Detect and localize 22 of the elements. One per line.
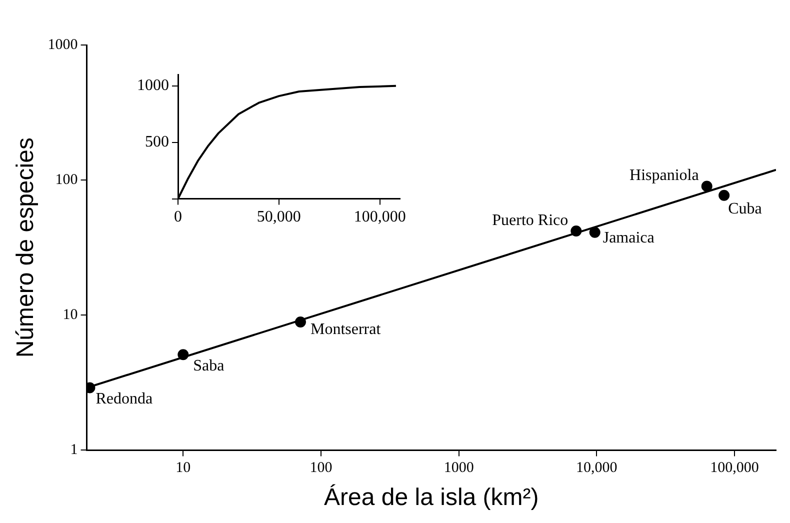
annotation: Redonda [96, 390, 153, 408]
x-tick-label: 0 [174, 208, 182, 226]
annotation: Saba [193, 358, 224, 375]
x-tick-label: 10 [176, 460, 191, 476]
x-axis-title: Área de la isla (km²) [324, 484, 539, 512]
x-tick-label: 100,000 [354, 208, 406, 226]
annotation: Puerto Rico [492, 212, 568, 229]
annotation: Cuba [728, 200, 762, 218]
y-tick-label: 1 [70, 442, 78, 458]
x-tick-label: 100 [310, 460, 332, 476]
annotation: Hispaniola [630, 167, 699, 184]
y-tick-label: 500 [145, 134, 169, 151]
y-tick-label: 10 [62, 307, 78, 324]
x-tick-label: 1000 [444, 460, 474, 476]
annotation: Jamaica [602, 229, 654, 246]
annotation: Montserrat [310, 320, 382, 338]
x-tick-label: 50,000 [256, 208, 301, 226]
y-tick-label: 100 [55, 172, 78, 188]
x-tick-label: 100,000 [710, 460, 759, 476]
y-tick-label: 1000 [48, 36, 78, 53]
x-tick-label: 10,000 [576, 460, 618, 476]
y-axis-title: Número de especies [12, 138, 40, 358]
